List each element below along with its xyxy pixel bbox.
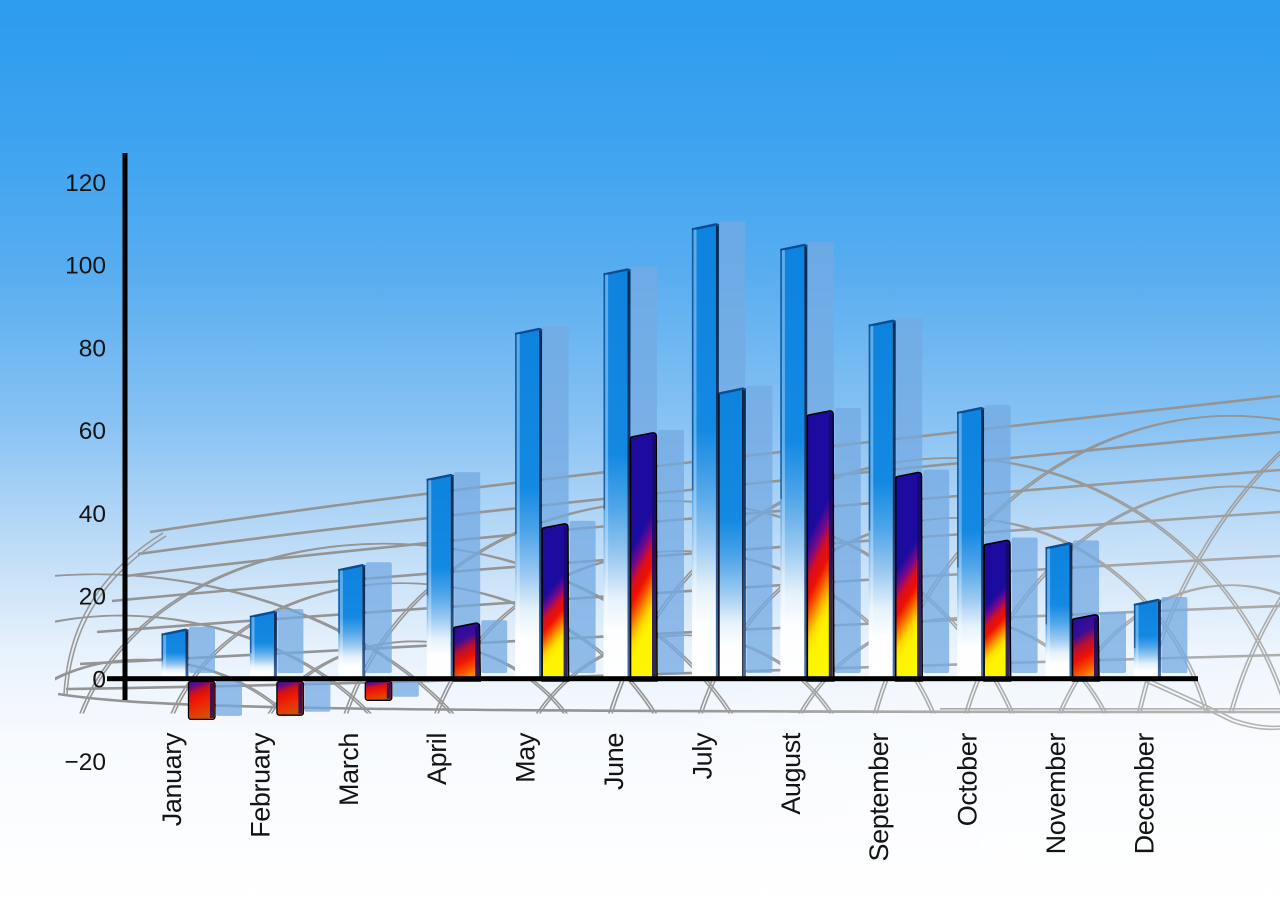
svg-text:April: April (422, 733, 452, 785)
svg-text:−20: −20 (64, 749, 106, 776)
svg-text:October: October (953, 733, 983, 827)
svg-text:June: June (599, 733, 629, 790)
svg-text:March: March (334, 733, 364, 806)
svg-text:120: 120 (65, 170, 106, 197)
svg-text:November: November (1041, 733, 1071, 855)
svg-text:60: 60 (79, 418, 106, 445)
svg-text:July: July (687, 732, 717, 779)
svg-text:September: September (864, 733, 894, 862)
svg-text:May: May (511, 732, 541, 783)
svg-text:0: 0 (92, 666, 106, 693)
svg-text:December: December (1129, 733, 1159, 855)
svg-text:80: 80 (79, 335, 106, 362)
svg-text:January: January (157, 732, 187, 826)
svg-text:20: 20 (79, 584, 106, 611)
svg-text:40: 40 (79, 501, 106, 528)
svg-text:100: 100 (65, 253, 106, 280)
svg-text:February: February (245, 732, 275, 838)
svg-text:August: August (776, 732, 806, 815)
